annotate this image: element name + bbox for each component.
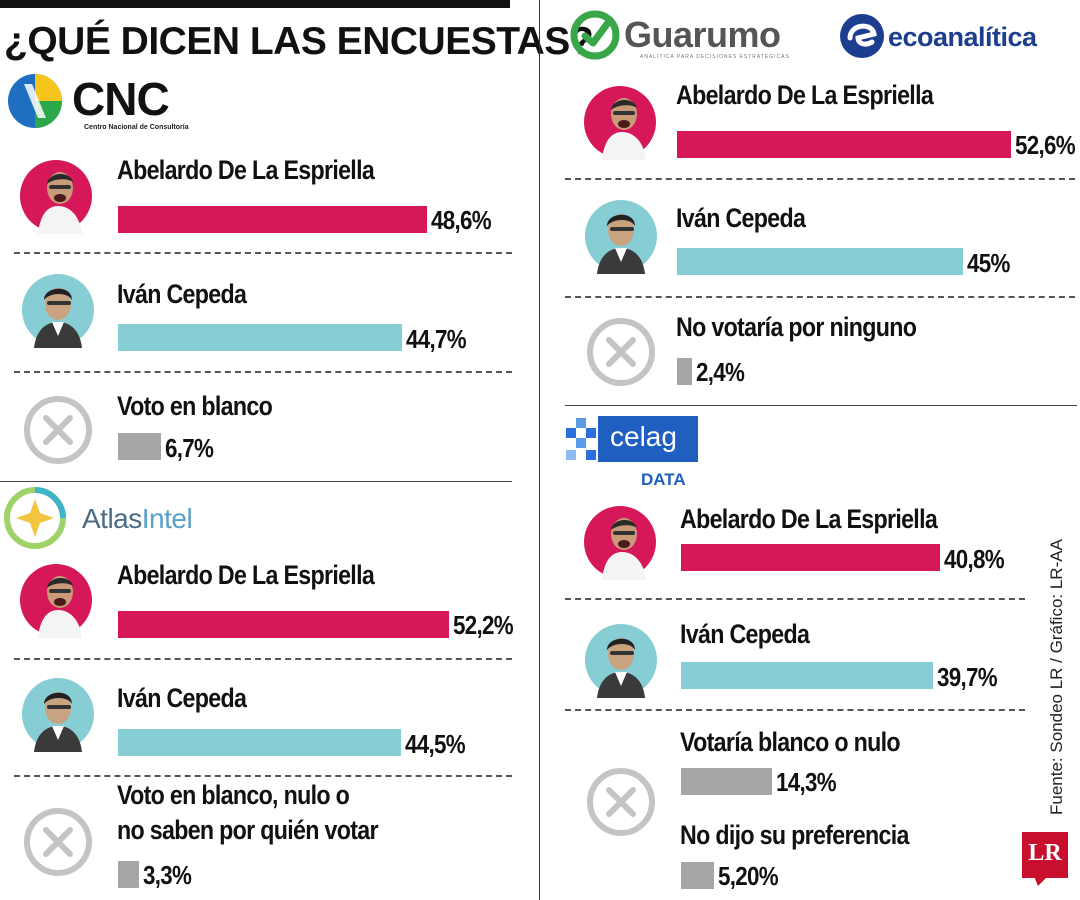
atlas-value-cepeda: 44,5% [405, 729, 466, 759]
atlasintel-logo-icon [4, 487, 66, 549]
celag-logo: celag DATA [566, 416, 706, 492]
ecoanalitica-logo-name: ecoanalítica [888, 22, 1037, 52]
cross-circle-icon [587, 768, 655, 836]
guarumo-logo-icon [570, 10, 620, 60]
guarumo-logo: Guarumo ANALÍTICA PARA DECISIONES ESTRAT… [570, 8, 810, 64]
celag-label-espriella: Abelardo De La Espriella [680, 504, 938, 534]
atlas-separator-2 [14, 775, 512, 777]
cnc-logo: CNC Centro Nacional de Consultoría [6, 72, 206, 134]
atlas-bar-cepeda [118, 729, 401, 756]
atlas-value-espriella: 52,2% [453, 610, 514, 640]
lr-logo-tail-icon [1034, 876, 1048, 886]
cnc-separator-2 [14, 371, 512, 373]
atlas-separator-1 [14, 658, 512, 660]
cnc-label-blank: Voto en blanco [117, 391, 273, 421]
cepeda-avatar [585, 624, 657, 698]
guarumo-label-cepeda: Iván Cepeda [676, 203, 806, 233]
cross-circle-icon [24, 808, 92, 876]
celag-value-cepeda: 39,7% [937, 662, 998, 692]
guarumo-separator-1 [565, 178, 1075, 180]
guarumo-value-cepeda: 45% [967, 248, 1010, 278]
celag-value-undecided: 5,20% [718, 861, 779, 891]
guarumo-bar-espriella [677, 131, 1011, 158]
celag-separator-1 [565, 598, 1025, 600]
guarumo-label-none: No votaría por ninguno [676, 312, 917, 342]
celag-logo-icon [566, 418, 596, 460]
atlas-value-blank: 3,3% [143, 860, 192, 890]
cepeda-avatar [585, 200, 657, 274]
ecoanalitica-logo-icon [840, 14, 884, 58]
celag-bar-espriella [681, 544, 940, 571]
cnc-value-blank: 6,7% [165, 433, 214, 463]
cnc-logo-subtitle: Centro Nacional de Consultoría [84, 124, 189, 131]
top-rule [0, 0, 510, 8]
source-note: Fuente: Sondeo LR / Gráfico: LR-AA [1047, 539, 1066, 815]
ecoanalitica-logo: ecoanalítica [838, 12, 1078, 62]
guarumo-value-espriella: 52,6% [1015, 130, 1076, 160]
celag-logo-name: celag [610, 421, 677, 452]
celag-label-undecided: No dijo su preferencia [680, 820, 909, 850]
page-title: ¿QUÉ DICEN LAS ENCUESTAS? [4, 20, 594, 63]
lr-logo-text: LR [1028, 840, 1062, 866]
guarumo-value-none: 2,4% [696, 357, 745, 387]
cnc-bar-espriella [118, 206, 427, 233]
guarumo-logo-subtitle: ANALÍTICA PARA DECISIONES ESTRATÉGICAS [640, 54, 790, 60]
cnc-value-cepeda: 44,7% [406, 324, 467, 354]
cnc-section-rule [0, 481, 512, 482]
espriella-avatar [20, 160, 92, 234]
atlasintel-logo: AtlasIntel [4, 487, 244, 549]
cnc-logo-name: CNC [72, 73, 170, 125]
espriella-avatar [584, 506, 656, 580]
celag-label-blank: Votaría blanco o nulo [680, 727, 901, 757]
cnc-value-espriella: 48,6% [431, 205, 492, 235]
guarumo-section-rule [565, 405, 1077, 406]
atlas-label-blank-line1: Voto en blanco, nulo o [117, 780, 350, 810]
guarumo-bar-cepeda [677, 248, 963, 275]
cnc-separator-1 [14, 252, 512, 254]
guarumo-logo-name: Guarumo [624, 14, 781, 55]
cnc-label-cepeda: Iván Cepeda [117, 279, 247, 309]
guarumo-separator-2 [565, 296, 1075, 298]
guarumo-bar-none [677, 358, 692, 385]
cnc-bar-cepeda [118, 324, 402, 351]
celag-bar-blank [681, 768, 772, 795]
cnc-logo-icon [8, 74, 62, 128]
atlasintel-logo-name-b: Intel [141, 503, 193, 534]
celag-value-blank: 14,3% [776, 767, 837, 797]
celag-bar-cepeda [681, 662, 933, 689]
espriella-avatar [584, 86, 656, 160]
celag-logo-sub: DATA [641, 470, 686, 489]
atlas-label-cepeda: Iván Cepeda [117, 683, 247, 713]
cnc-bar-blank [118, 433, 161, 460]
celag-label-cepeda: Iván Cepeda [680, 619, 810, 649]
cross-circle-icon [587, 318, 655, 386]
celag-separator-2 [565, 709, 1025, 711]
cepeda-avatar [22, 274, 94, 348]
celag-bar-undecided [681, 862, 714, 889]
cepeda-avatar [22, 678, 94, 752]
guarumo-label-espriella: Abelardo De La Espriella [676, 80, 934, 110]
atlas-bar-blank [118, 861, 139, 888]
celag-value-espriella: 40,8% [944, 544, 1005, 574]
atlas-label-blank-line2: no saben por quién votar [117, 815, 379, 845]
espriella-avatar [20, 564, 92, 638]
column-divider [539, 0, 540, 900]
atlas-label-espriella: Abelardo De La Espriella [117, 560, 375, 590]
cross-circle-icon [24, 396, 92, 464]
lr-logo: LR [1022, 832, 1068, 878]
atlas-bar-espriella [118, 611, 449, 638]
cnc-label-espriella: Abelardo De La Espriella [117, 155, 375, 185]
atlasintel-logo-name-a: Atlas [82, 503, 142, 534]
celag-logo-box: celag [598, 416, 698, 462]
